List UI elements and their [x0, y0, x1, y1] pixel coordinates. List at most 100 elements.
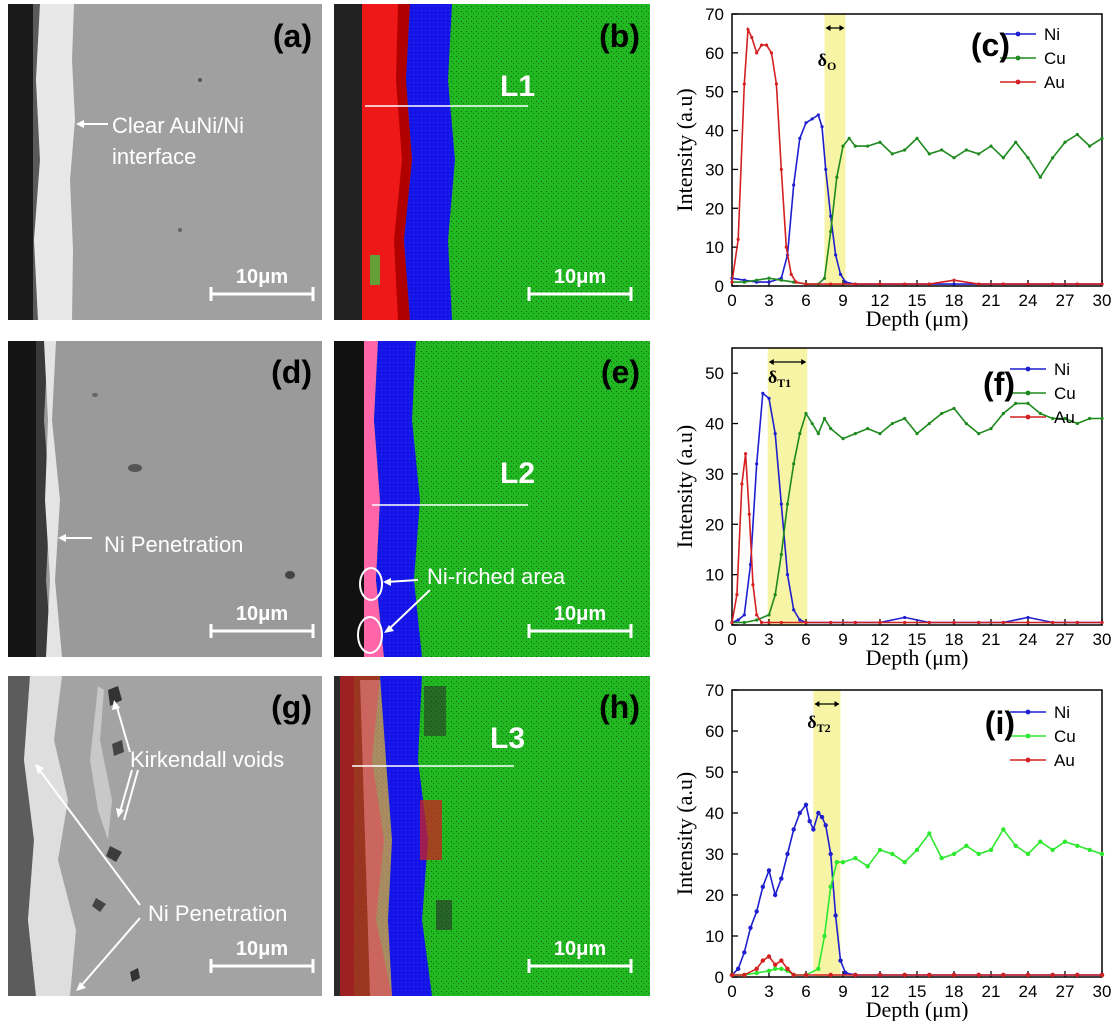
chart-c-xtick-label: 18 — [945, 291, 964, 310]
chart-f-point-ni — [903, 615, 907, 620]
chart-f-point-cu — [1026, 401, 1030, 405]
chart-c-point-cu — [915, 136, 919, 140]
chart-c-point-ni — [824, 167, 828, 172]
chart-c-point-ni — [804, 121, 808, 125]
chart-f-point-ni — [767, 396, 771, 400]
chart-i-point-ni — [791, 827, 796, 832]
chart-i-point-ni — [760, 884, 766, 889]
chart-f-point-ni — [736, 618, 740, 622]
chart-c-point-au — [1001, 282, 1005, 286]
chart-c-point-au — [760, 43, 764, 47]
chart-c-legend-label-au: Au — [1044, 73, 1065, 92]
chart-i-legend-label-ni: Ni — [1054, 703, 1070, 722]
chart-f-point-cu — [798, 432, 802, 436]
chart-f-point-cu — [1038, 411, 1042, 416]
chart-f-point-au — [927, 620, 931, 625]
chart-f-point-cu — [767, 613, 771, 617]
chart-c-point-au — [730, 280, 734, 284]
chart-i-point-au — [791, 972, 796, 978]
chart-f-xtick-label: 6 — [801, 630, 810, 649]
chart-f-xtick-label: 9 — [838, 630, 847, 649]
chart-i-point-ni — [742, 950, 747, 955]
chart-i-point-cu — [927, 831, 932, 836]
scalebar-label-d: 10μm — [236, 603, 288, 625]
annotation-clear-interface-1: Clear AuNi/Ni — [112, 113, 244, 138]
chart-c-point-au — [736, 237, 740, 241]
chart-c-point-au — [977, 282, 981, 286]
chart-f-point-cu — [773, 593, 777, 597]
chart-c-point-cu — [767, 276, 771, 280]
chart-i-point-cu — [772, 966, 778, 971]
chart-i-point-ni — [772, 892, 778, 898]
ni-rich-circle-1 — [359, 567, 383, 601]
chart-f-point-cu — [866, 426, 870, 431]
chart-i-xtick-label: 9 — [838, 982, 847, 1001]
panel-a: (a) Clear AuNi/Ni interface 10μm — [8, 4, 322, 320]
chart-f-point-ni — [742, 613, 746, 617]
chart-i-point-ni — [748, 925, 753, 930]
chart-c-point-au — [1075, 282, 1079, 286]
chart-i-ylabel: Intensity (a.u) — [672, 772, 697, 895]
chart-c-point-ni — [810, 117, 814, 121]
chart-f-point-au — [747, 512, 751, 516]
chart-i-point-au — [729, 972, 735, 978]
chart-c-point-cu — [755, 278, 759, 282]
chart-f-point-cu — [810, 421, 814, 426]
chart-c-ytick-label: 60 — [705, 44, 724, 63]
chart-i-series-ni-line — [731, 802, 1102, 976]
chart-c-point-cu — [1038, 175, 1042, 179]
linescan-l1-label: L1 — [500, 70, 535, 103]
annotation-ni-riched-area: Ni-riched area — [427, 564, 566, 589]
chart-c-point-cu — [792, 280, 796, 284]
chart-c-point-cu — [890, 152, 894, 156]
chart-c-point-cu — [1063, 140, 1067, 144]
chart-f-point-au — [755, 613, 759, 617]
chart-c-point-cu — [853, 144, 857, 148]
chart-c-point-au — [779, 167, 783, 172]
chart-c-point-au — [1100, 282, 1104, 286]
chart-i-point-cu — [988, 847, 994, 853]
chart-f-point-au — [829, 620, 833, 625]
scalebar-label-b: 10μm — [554, 266, 606, 288]
chart-f-legend-marker-cu — [1025, 390, 1031, 396]
chart-i-point-au — [1075, 972, 1080, 978]
chart-c-point-ni — [843, 280, 848, 284]
chart-c-point-cu — [1026, 156, 1030, 160]
chart-f-xtick-label: 21 — [982, 630, 1001, 649]
chart-i-point-au — [951, 972, 957, 978]
chart-c-xlabel: Depth (μm) — [866, 306, 969, 331]
chart-i-ytick-label: 0 — [715, 968, 724, 987]
chart-c-panel-label: (c) — [971, 27, 1010, 63]
chart-i-legend-marker-ni — [1025, 709, 1031, 715]
chart-f-point-cu — [1001, 411, 1005, 416]
chart-c-point-cu — [835, 175, 839, 179]
chart-f-ytick-label: 0 — [715, 616, 724, 635]
chart-i-point-au — [1001, 972, 1006, 978]
annotation-clear-interface-2: interface — [112, 144, 196, 169]
panel-b-label: (b) — [599, 18, 640, 54]
chart-c-ytick-label: 0 — [715, 277, 724, 296]
chart-i-point-ni — [754, 909, 759, 914]
chart-c-point-au — [789, 272, 793, 276]
chart-f-point-au — [751, 583, 755, 587]
chart-f-point-au — [977, 620, 981, 625]
chart-f-xtick-label: 0 — [727, 630, 736, 649]
chart-c-highlight-band — [824, 14, 846, 286]
chart-i-ytick-label: 30 — [705, 845, 724, 864]
chart-f-ylabel: Intensity (a.u) — [672, 425, 697, 548]
chart-c-point-au — [774, 82, 779, 86]
chart-c-point-cu — [1001, 156, 1005, 160]
chart-f-point-ni — [792, 608, 796, 612]
chart-f-point-ni — [773, 432, 777, 436]
chart-i-point-ni — [785, 851, 790, 857]
chart-c-point-ni — [952, 282, 956, 286]
chart-c-legend-label-cu: Cu — [1044, 49, 1066, 68]
chart-i-point-au — [1050, 972, 1055, 978]
chart-f-point-au — [740, 482, 744, 486]
panel-d-label: (d) — [271, 354, 312, 390]
chart-i-point-au — [976, 972, 981, 978]
chart-i-point-cu — [890, 851, 895, 857]
chart-c-xtick-label: 6 — [801, 291, 810, 310]
chart-i-point-cu — [964, 843, 969, 848]
chart-c-point-cu — [847, 136, 851, 140]
